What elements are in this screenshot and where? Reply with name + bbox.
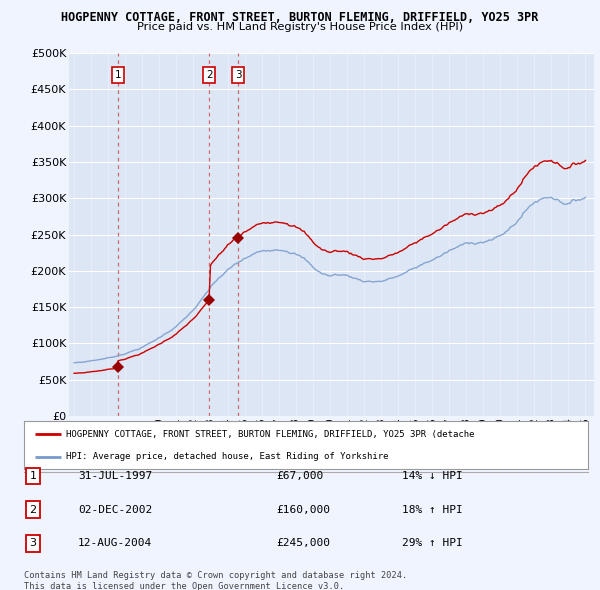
Text: 2: 2 (29, 505, 37, 514)
Text: 18% ↑ HPI: 18% ↑ HPI (402, 505, 463, 514)
Text: 2: 2 (206, 70, 212, 80)
Text: 1: 1 (29, 471, 37, 481)
Text: Price paid vs. HM Land Registry's House Price Index (HPI): Price paid vs. HM Land Registry's House … (137, 22, 463, 32)
Text: 1: 1 (115, 70, 121, 80)
Text: 3: 3 (29, 539, 37, 548)
Text: £245,000: £245,000 (276, 539, 330, 548)
Text: 02-DEC-2002: 02-DEC-2002 (78, 505, 152, 514)
Text: 12-AUG-2004: 12-AUG-2004 (78, 539, 152, 548)
Text: £160,000: £160,000 (276, 505, 330, 514)
Text: HPI: Average price, detached house, East Riding of Yorkshire: HPI: Average price, detached house, East… (66, 453, 389, 461)
Text: HOGPENNY COTTAGE, FRONT STREET, BURTON FLEMING, DRIFFIELD, YO25 3PR: HOGPENNY COTTAGE, FRONT STREET, BURTON F… (61, 11, 539, 24)
Text: 31-JUL-1997: 31-JUL-1997 (78, 471, 152, 481)
Text: HOGPENNY COTTAGE, FRONT STREET, BURTON FLEMING, DRIFFIELD, YO25 3PR (detache: HOGPENNY COTTAGE, FRONT STREET, BURTON F… (66, 430, 475, 439)
Text: 3: 3 (235, 70, 241, 80)
Text: £67,000: £67,000 (276, 471, 323, 481)
Text: 14% ↓ HPI: 14% ↓ HPI (402, 471, 463, 481)
Text: 29% ↑ HPI: 29% ↑ HPI (402, 539, 463, 548)
Text: Contains HM Land Registry data © Crown copyright and database right 2024.
This d: Contains HM Land Registry data © Crown c… (24, 571, 407, 590)
